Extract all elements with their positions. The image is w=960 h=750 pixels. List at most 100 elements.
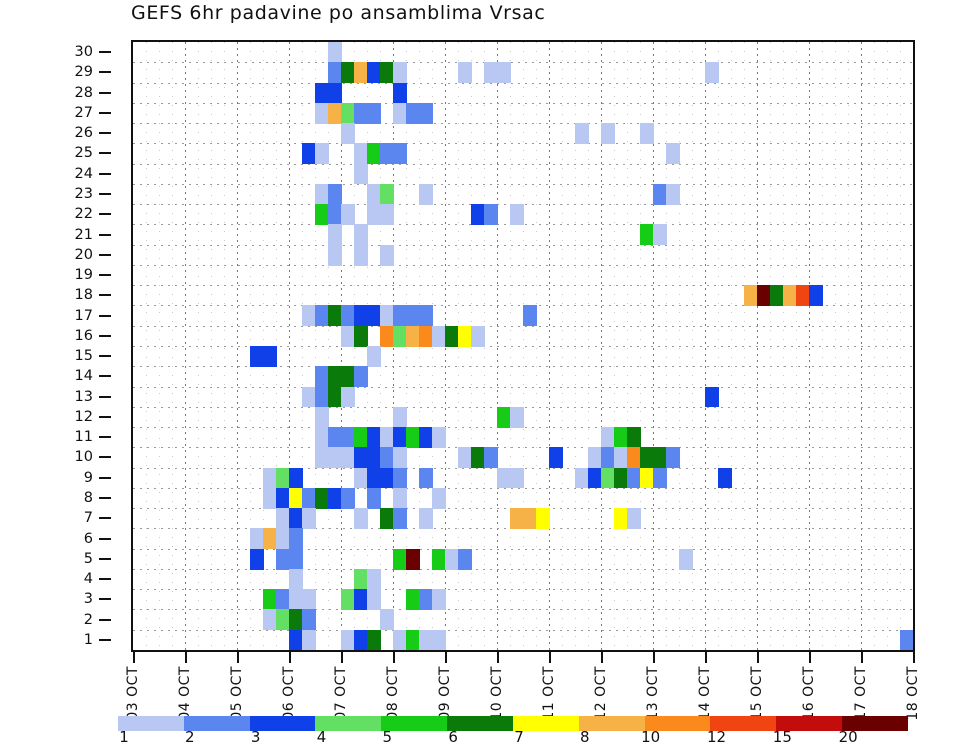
heatmap-cell (328, 427, 342, 448)
heatmap-cell (393, 406, 407, 428)
x-axis-tick-mark (913, 652, 915, 663)
y-axis-tick-label: 19 (74, 267, 93, 284)
heatmap-cell (354, 467, 368, 489)
heatmap-cell (640, 447, 654, 469)
heatmap-cell (302, 143, 316, 165)
heatmap-cell (510, 467, 524, 489)
heatmap-cell (315, 82, 329, 104)
heatmap-cell (302, 508, 316, 529)
heatmap-cell (419, 305, 433, 327)
heatmap-cell (328, 224, 342, 246)
heatmap-cell (367, 467, 381, 489)
heatmap-cell (627, 447, 641, 469)
colorbar-segment (578, 716, 645, 731)
heatmap-cell (393, 487, 407, 509)
heatmap-cell (419, 508, 433, 529)
x-axis-tick-label: 14 OCT (697, 666, 713, 721)
y-axis-tick-label: 14 (74, 368, 93, 385)
heatmap-cell (302, 305, 316, 327)
heatmap-cell (354, 589, 368, 611)
y-axis-tick-label: 26 (74, 125, 93, 142)
y-axis: 1 2 3 4 5 6 7 8 9 10 11 12 13 14 15 16 17 18 19 20 21 22 23 24 2… (0, 40, 131, 652)
colorbar-tick-label: 10 (641, 728, 661, 746)
x-axis-tick-label: 08 OCT (385, 666, 401, 721)
colorbar-segment (183, 716, 250, 731)
heatmap-cell (445, 325, 459, 347)
heatmap-cell (601, 123, 615, 144)
heatmap-cell (367, 204, 381, 225)
y-axis-tick-label: 29 (74, 64, 93, 81)
x-axis-tick-mark (289, 652, 291, 663)
heatmap-cell (263, 609, 277, 631)
heatmap-cell (536, 508, 550, 529)
colorbar-tick-label: 7 (514, 728, 524, 746)
heatmap-cell (354, 305, 368, 327)
heatmap-cell (250, 548, 264, 570)
x-axis-tick-label: 09 OCT (437, 666, 453, 721)
heatmap-cell (354, 62, 368, 84)
heatmap-cell (302, 487, 316, 509)
heatmap-plot-area (131, 40, 915, 652)
y-axis-tick-label: 21 (74, 226, 93, 243)
heatmap-cell (406, 427, 420, 448)
y-axis-tick-label: 13 (74, 388, 93, 405)
y-axis-tick-mark (99, 51, 111, 54)
y-axis-tick-label: 17 (74, 307, 93, 324)
heatmap-cell (406, 629, 420, 650)
x-axis-tick-mark (861, 652, 863, 663)
heatmap-cell (328, 102, 342, 124)
heatmap-cell (289, 487, 303, 509)
heatmap-cell (328, 82, 342, 104)
colorbar-segment (842, 716, 908, 731)
x-axis-tick-mark (393, 652, 395, 663)
colorbar-segment (315, 716, 382, 731)
heatmap-cell (276, 528, 290, 550)
heatmap-cell (315, 386, 329, 408)
heatmap-cell (302, 589, 316, 611)
heatmap-cell (328, 305, 342, 327)
heatmap-cell (341, 102, 355, 124)
heatmap-cell (510, 204, 524, 225)
heatmap-cell (419, 325, 433, 347)
heatmap-cell (666, 143, 680, 165)
x-axis-tick-label: 11 OCT (541, 666, 557, 721)
y-axis-tick-mark (99, 111, 111, 114)
heatmap-cell (341, 62, 355, 84)
heatmap-cell (393, 102, 407, 124)
x-axis-tick-mark (497, 652, 499, 663)
heatmap-cell (315, 366, 329, 388)
y-axis-tick-label: 6 (83, 530, 93, 547)
y-axis-tick-label: 3 (83, 591, 93, 608)
heatmap-cell (341, 487, 355, 509)
y-axis-tick-mark (99, 274, 111, 277)
heatmap-cell (705, 62, 719, 84)
heatmap-cell (380, 143, 394, 165)
heatmap-cell (458, 447, 472, 469)
x-axis-tick-label: 04 OCT (177, 666, 193, 721)
y-axis-tick-label: 11 (74, 429, 93, 446)
heatmap-cell (900, 629, 913, 650)
heatmap-cell (419, 183, 433, 205)
heatmap-cell (484, 62, 498, 84)
heatmap-cell (575, 123, 589, 144)
heatmap-cell (406, 548, 420, 570)
heatmap-cell (354, 143, 368, 165)
heatmap-cell (263, 467, 277, 489)
heatmap-cell (354, 427, 368, 448)
y-axis-tick-label: 12 (74, 408, 93, 425)
heatmap-cell (263, 589, 277, 611)
x-axis-tick-mark (133, 652, 135, 663)
heatmap-cell (458, 325, 472, 347)
y-axis-tick-label: 30 (74, 44, 93, 61)
heatmap-cell (406, 102, 420, 124)
heatmap-cell (601, 427, 615, 448)
colorbar-labels: 1 2 3 4 5 6 7 8 10 12 15 20 (118, 728, 908, 750)
heatmap-cell (328, 447, 342, 469)
colorbar (118, 716, 908, 731)
heatmap-cell (393, 62, 407, 84)
y-axis-tick-label: 22 (74, 206, 93, 223)
heatmap-cell (614, 508, 628, 529)
heatmap-cell (666, 183, 680, 205)
heatmap-cell (367, 589, 381, 611)
heatmap-cell (276, 609, 290, 631)
